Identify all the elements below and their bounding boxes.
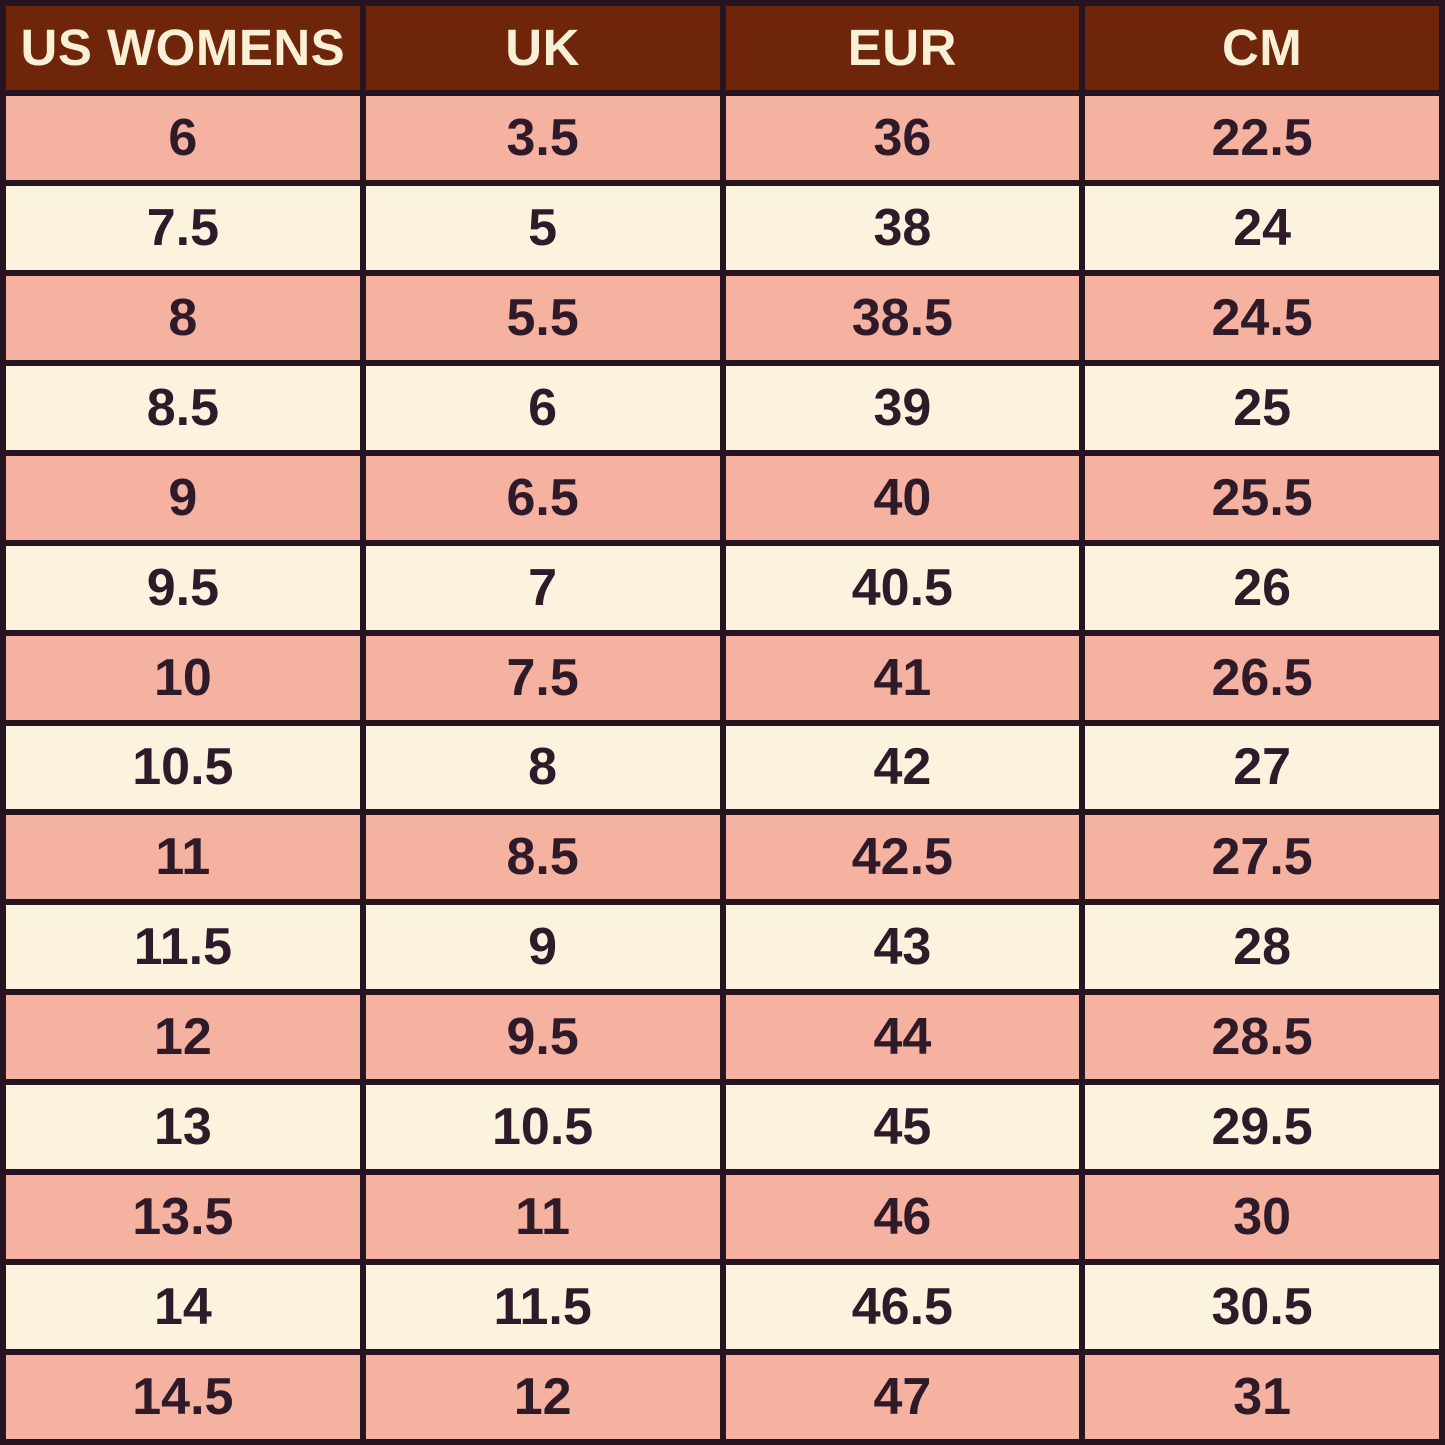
cell-us-womens: 11.5	[6, 905, 360, 990]
cell-cm: 28	[1085, 905, 1439, 990]
cell-uk: 3.5	[365, 95, 720, 180]
cell-cm: 29.5	[1085, 1085, 1439, 1170]
cell-eur: 40.5	[725, 545, 1080, 630]
cell-eur: 38.5	[725, 275, 1080, 360]
cell-us-womens: 10	[6, 635, 360, 720]
cell-eur: 42.5	[725, 815, 1080, 900]
cell-cm: 26	[1085, 545, 1439, 630]
cell-cm: 27.5	[1085, 815, 1439, 900]
cell-us-womens: 9.5	[6, 545, 360, 630]
cell-us-womens: 13.5	[6, 1175, 360, 1260]
cell-us-womens: 13	[6, 1085, 360, 1170]
cell-us-womens: 12	[6, 995, 360, 1080]
cell-uk: 11	[365, 1175, 720, 1260]
cell-eur: 46.5	[725, 1265, 1080, 1350]
column-header-uk: UK	[365, 6, 720, 90]
cell-uk: 7	[365, 545, 720, 630]
cell-eur: 40	[725, 455, 1080, 540]
cell-eur: 46	[725, 1175, 1080, 1260]
cell-uk: 5.5	[365, 275, 720, 360]
cell-cm: 30	[1085, 1175, 1439, 1260]
cell-cm: 26.5	[1085, 635, 1439, 720]
cell-cm: 25.5	[1085, 455, 1439, 540]
cell-uk: 6	[365, 365, 720, 450]
cell-cm: 25	[1085, 365, 1439, 450]
cell-us-womens: 9	[6, 455, 360, 540]
cell-uk: 12	[365, 1355, 720, 1439]
column-header-eur: EUR	[725, 6, 1080, 90]
cell-eur: 41	[725, 635, 1080, 720]
cell-uk: 8.5	[365, 815, 720, 900]
cell-uk: 11.5	[365, 1265, 720, 1350]
cell-eur: 47	[725, 1355, 1080, 1439]
cell-eur: 43	[725, 905, 1080, 990]
cell-us-womens: 14.5	[6, 1355, 360, 1439]
cell-us-womens: 11	[6, 815, 360, 900]
cell-uk: 5	[365, 185, 720, 270]
cell-us-womens: 7.5	[6, 185, 360, 270]
cell-uk: 10.5	[365, 1085, 720, 1170]
cell-eur: 36	[725, 95, 1080, 180]
cell-us-womens: 8	[6, 275, 360, 360]
cell-uk: 7.5	[365, 635, 720, 720]
cell-cm: 28.5	[1085, 995, 1439, 1080]
cell-cm: 31	[1085, 1355, 1439, 1439]
cell-eur: 38	[725, 185, 1080, 270]
column-header-us-womens: US WOMENS	[6, 6, 360, 90]
cell-us-womens: 8.5	[6, 365, 360, 450]
cell-cm: 24.5	[1085, 275, 1439, 360]
cell-us-womens: 10.5	[6, 725, 360, 810]
cell-us-womens: 6	[6, 95, 360, 180]
cell-cm: 27	[1085, 725, 1439, 810]
cell-uk: 9.5	[365, 995, 720, 1080]
column-header-cm: CM	[1085, 6, 1439, 90]
cell-uk: 8	[365, 725, 720, 810]
cell-cm: 24	[1085, 185, 1439, 270]
cell-eur: 45	[725, 1085, 1080, 1170]
cell-cm: 30.5	[1085, 1265, 1439, 1350]
cell-us-womens: 14	[6, 1265, 360, 1350]
cell-cm: 22.5	[1085, 95, 1439, 180]
cell-eur: 44	[725, 995, 1080, 1080]
cell-eur: 39	[725, 365, 1080, 450]
cell-uk: 6.5	[365, 455, 720, 540]
cell-uk: 9	[365, 905, 720, 990]
cell-eur: 42	[725, 725, 1080, 810]
